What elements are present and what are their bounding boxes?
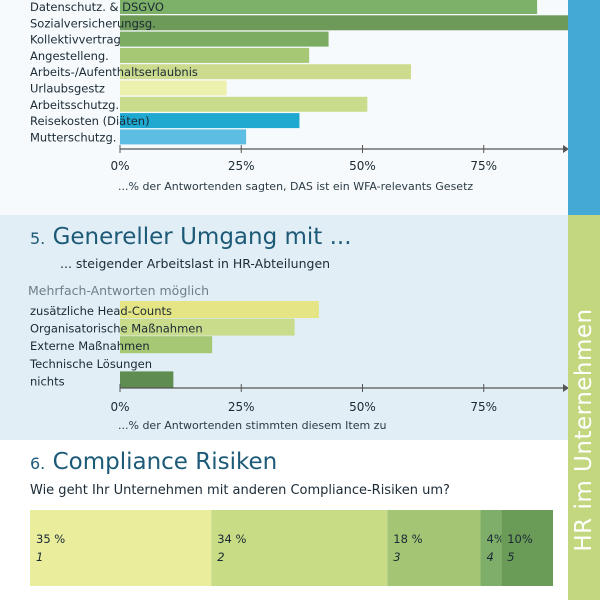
bar xyxy=(120,96,368,112)
category-label: Reisekosten (Diäten) xyxy=(30,114,150,128)
bar xyxy=(120,371,174,389)
bar xyxy=(120,336,213,354)
x-tick-label: 50% xyxy=(349,159,376,170)
chart-caption-workload: ...% der Antwortenden stimmten diesem It… xyxy=(118,419,387,432)
x-tick-label: 75% xyxy=(470,400,497,414)
x-tick-label: 50% xyxy=(349,400,376,414)
category-label: Angestelleng. xyxy=(30,49,109,63)
stacked-segment xyxy=(501,510,553,586)
category-label: zusätzliche Head-Counts xyxy=(30,304,172,318)
section-title-text: Compliance Risiken xyxy=(52,449,278,475)
segment-key-label: 3 xyxy=(393,550,400,564)
chart-compliance-risks: 35 % 1 34 % 2 18 % 3 4% 4 10% 5 xyxy=(30,510,553,586)
bar xyxy=(120,0,538,14)
chart-workload-measures: zusätzliche Head-Counts Organisatorische … xyxy=(29,301,568,414)
x-tick-label: 75% xyxy=(470,159,497,170)
category-label: Organisatorische Maßnahmen xyxy=(30,322,203,336)
chart-relevant-laws: Datenschutz. & DSGVO Sozialversicherungsg… xyxy=(30,0,568,170)
category-label: Externe Maßnahmen xyxy=(30,339,150,353)
category-label: nichts xyxy=(30,374,65,388)
category-label: Mutterschutzg. xyxy=(30,130,116,144)
segment-value-label: 4% xyxy=(487,532,505,546)
segment-key-label: 1 xyxy=(36,550,43,564)
stacked-segment xyxy=(387,510,481,586)
section-number: 6. xyxy=(30,454,46,473)
section-title-compliance: 6. Compliance Risiken xyxy=(30,449,277,475)
category-label: Arbeitsschutzg. xyxy=(30,98,119,112)
category-label: Datenschutz. & DSGVO xyxy=(30,0,164,14)
x-tick-label: 0% xyxy=(110,400,129,414)
stacked-segment xyxy=(211,510,388,586)
x-tick-label: 25% xyxy=(228,159,255,170)
segment-value-label: 35 % xyxy=(36,532,65,546)
category-label: Arbeits-/Aufenthaltserlaubnis xyxy=(30,65,198,79)
section-title-text: Genereller Umgang mit ... xyxy=(52,224,352,250)
segment-value-label: 10% xyxy=(507,532,533,546)
axis-arrow xyxy=(563,384,568,392)
stacked-segment xyxy=(480,510,502,586)
axis-arrow xyxy=(563,145,568,153)
segment-key-label: 5 xyxy=(507,550,514,564)
bar xyxy=(120,129,247,145)
sidebar-accent-top xyxy=(568,0,600,215)
bar xyxy=(120,31,329,47)
bar xyxy=(120,47,310,63)
bar xyxy=(120,318,295,336)
section-title-workload: 5. Genereller Umgang mit ... xyxy=(30,224,352,250)
bar xyxy=(120,15,568,31)
segment-key-label: 2 xyxy=(217,550,224,564)
segment-key-label: 4 xyxy=(487,550,494,564)
segment-value-label: 18 % xyxy=(393,532,422,546)
category-label: Sozialversicherungsg. xyxy=(30,16,156,30)
stacked-segment xyxy=(30,510,212,586)
x-tick-label: 0% xyxy=(110,159,129,170)
category-label: Technische Lösungen xyxy=(29,357,152,371)
bar xyxy=(120,64,411,80)
segment-value-label: 34 % xyxy=(217,532,246,546)
bar xyxy=(120,113,300,129)
category-label: Kollektivvertrag xyxy=(30,33,121,47)
sidebar-label: HR im Unternehmen xyxy=(571,308,597,552)
sidebar-band xyxy=(568,215,600,600)
section-subtitle: ... steigender Arbeitslast in HR-Abteilu… xyxy=(60,256,331,271)
section-number: 5. xyxy=(30,229,46,248)
multiple-answers-note: Mehrfach-Antworten möglich xyxy=(28,283,209,298)
bar xyxy=(120,301,319,318)
category-label: Urlaubsgestz xyxy=(30,82,105,96)
compliance-question: Wie geht Ihr Unternehmen mit anderen Com… xyxy=(30,483,450,498)
x-tick-label: 25% xyxy=(228,400,255,414)
bar xyxy=(120,80,227,96)
chart-caption-laws: ...% der Antwortenden sagten, DAS ist ei… xyxy=(118,180,474,193)
